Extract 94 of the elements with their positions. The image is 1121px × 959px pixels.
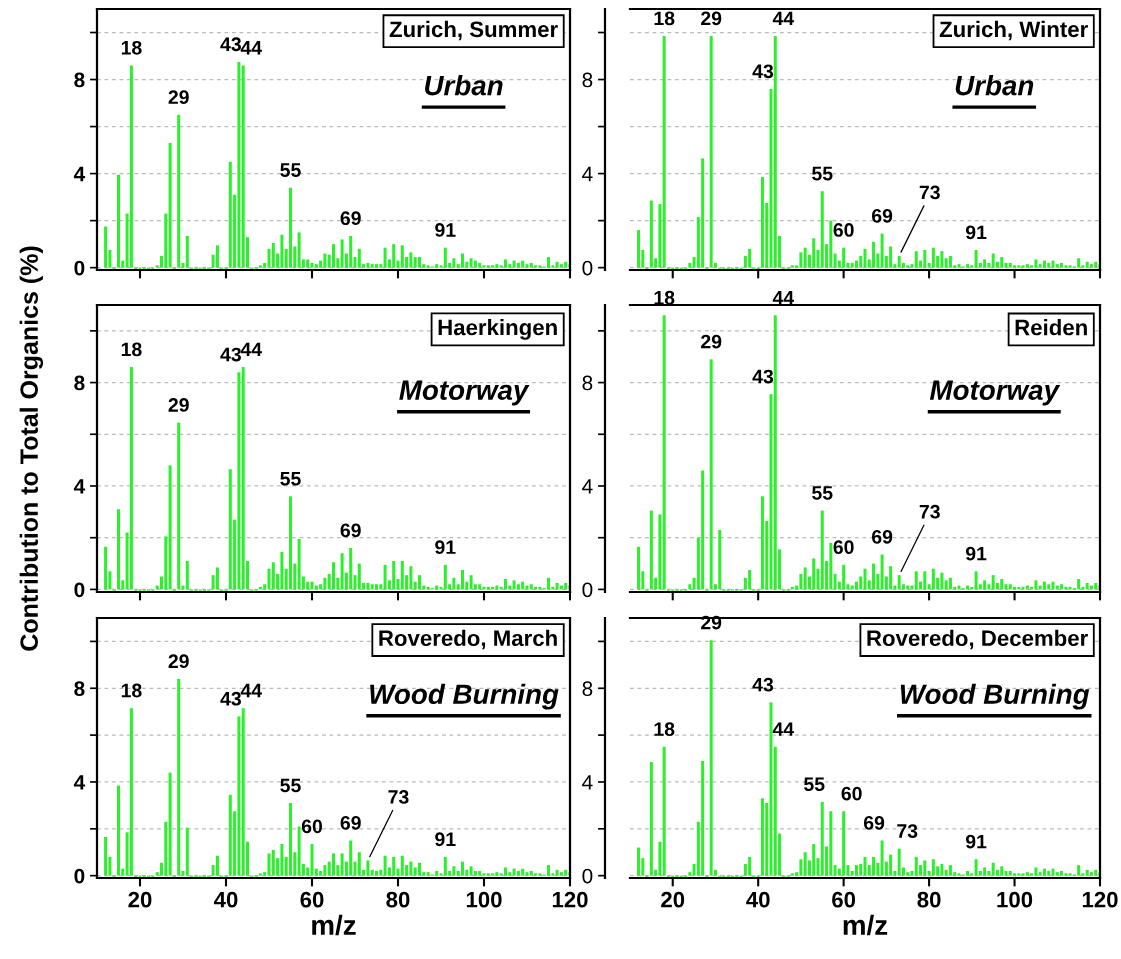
x-tick-label: 40 xyxy=(746,891,770,908)
annotation: 18 xyxy=(654,722,675,737)
x-tick-label: 120 xyxy=(1082,891,1118,908)
y-tick-label: 4 xyxy=(73,479,86,494)
x-tick-label: 60 xyxy=(300,891,324,908)
x-axis-title: m/z xyxy=(312,914,356,936)
text: Urban xyxy=(425,75,503,96)
y-tick-label: 0 xyxy=(582,868,593,884)
annotation: 29 xyxy=(168,398,189,412)
annotation: 43 xyxy=(752,677,774,692)
annotation: 44 xyxy=(240,342,262,357)
y-tick-label: 0 xyxy=(74,582,85,598)
annotation: 55 xyxy=(280,471,301,486)
annotation: 18 xyxy=(121,683,142,698)
annotation: 91 xyxy=(965,546,987,561)
chart-title: Zurich, Summer xyxy=(389,20,558,41)
annotation: 60 xyxy=(301,819,323,834)
y-tick-label: 8 xyxy=(582,375,593,391)
chart-title: Roveredo, December xyxy=(867,629,1088,650)
annotation: 29 xyxy=(168,90,189,105)
y-tick-label: 4 xyxy=(582,166,593,182)
y-tick-label: 8 xyxy=(74,72,85,88)
y-tick-label: 0 xyxy=(582,582,593,598)
annotation: 29 xyxy=(168,654,189,669)
text: Haerkingen xyxy=(438,318,557,340)
text: Wood Burning xyxy=(370,683,559,710)
annotation: 69 xyxy=(340,523,361,538)
chart-title: Reiden xyxy=(1015,319,1087,336)
x-tick-label: 100 xyxy=(997,891,1033,908)
annotation: 73 xyxy=(919,185,940,200)
annotation: 55 xyxy=(812,166,833,181)
annotation: 69 xyxy=(871,529,893,544)
annotation: 44 xyxy=(772,290,795,305)
annotation: 18 xyxy=(121,40,142,55)
annotation: 18 xyxy=(654,290,675,305)
annotation: 60 xyxy=(833,223,854,237)
y-tick-label: 0 xyxy=(74,868,85,884)
text: Wood Burning xyxy=(900,683,1090,710)
y-axis-title: Contribution to Total Organics (%) xyxy=(19,246,44,651)
annotation: 43 xyxy=(220,347,241,362)
annotation: 44 xyxy=(772,11,795,26)
y-tick-label: 8 xyxy=(582,681,593,697)
annotation: 43 xyxy=(220,691,241,706)
annotation: 73 xyxy=(388,790,409,804)
y-tick-label: 8 xyxy=(582,72,593,88)
x-tick-label: 20 xyxy=(128,891,152,908)
y-tick-label: 8 xyxy=(74,681,85,697)
annotation: 91 xyxy=(435,832,456,847)
text: Urban xyxy=(955,75,1034,96)
text: Motorway xyxy=(929,380,1061,406)
x-tick-label: 120 xyxy=(552,891,588,908)
annotation: 55 xyxy=(812,486,833,500)
annotation: 43 xyxy=(752,64,774,79)
annotation: 91 xyxy=(435,540,456,555)
annotation: 18 xyxy=(654,11,675,26)
annotation: 69 xyxy=(340,815,361,830)
annotation: 91 xyxy=(435,223,456,237)
annotation: 55 xyxy=(804,777,825,792)
y-tick-label: 4 xyxy=(582,479,593,494)
y-tick-label: 4 xyxy=(582,775,593,790)
chart-title: Roveredo, March xyxy=(379,629,557,650)
y-tick-label: 8 xyxy=(74,375,85,391)
annotation: 91 xyxy=(965,225,987,240)
x-tick-label: 80 xyxy=(917,891,941,908)
x-tick-label: 100 xyxy=(466,891,502,908)
annotation: 73 xyxy=(919,504,940,519)
y-tick-label: 4 xyxy=(73,775,86,790)
y-tick-label: 0 xyxy=(582,260,593,276)
annotation: 60 xyxy=(833,540,854,555)
annotation: 91 xyxy=(965,834,987,849)
text: Motorway xyxy=(399,380,530,406)
annotation: 69 xyxy=(871,209,893,223)
annotation: 18 xyxy=(121,342,142,357)
annotation: 44 xyxy=(772,722,795,736)
annotation: 69 xyxy=(863,815,885,830)
annotation: 44 xyxy=(240,41,262,55)
chart-title: Zurich, Winter xyxy=(939,20,1088,41)
y-tick-label: 4 xyxy=(73,166,86,182)
annotation: 55 xyxy=(280,163,301,177)
annotation: 29 xyxy=(701,11,722,26)
x-tick-label: 60 xyxy=(832,891,856,908)
x-tick-label: 20 xyxy=(661,891,685,908)
x-tick-label: 40 xyxy=(213,891,238,908)
annotation: 60 xyxy=(841,786,862,801)
annotation: 44 xyxy=(240,683,262,698)
x-tick-label: 80 xyxy=(386,891,410,908)
annotation: 55 xyxy=(280,778,301,793)
annotation: 43 xyxy=(220,37,241,52)
x-axis-title: m/z xyxy=(843,914,888,936)
annotation: 29 xyxy=(701,334,722,349)
annotation: 43 xyxy=(752,369,774,384)
annotation: 69 xyxy=(340,211,361,226)
y-tick-label: 0 xyxy=(74,260,85,276)
annotation: 73 xyxy=(897,824,918,838)
